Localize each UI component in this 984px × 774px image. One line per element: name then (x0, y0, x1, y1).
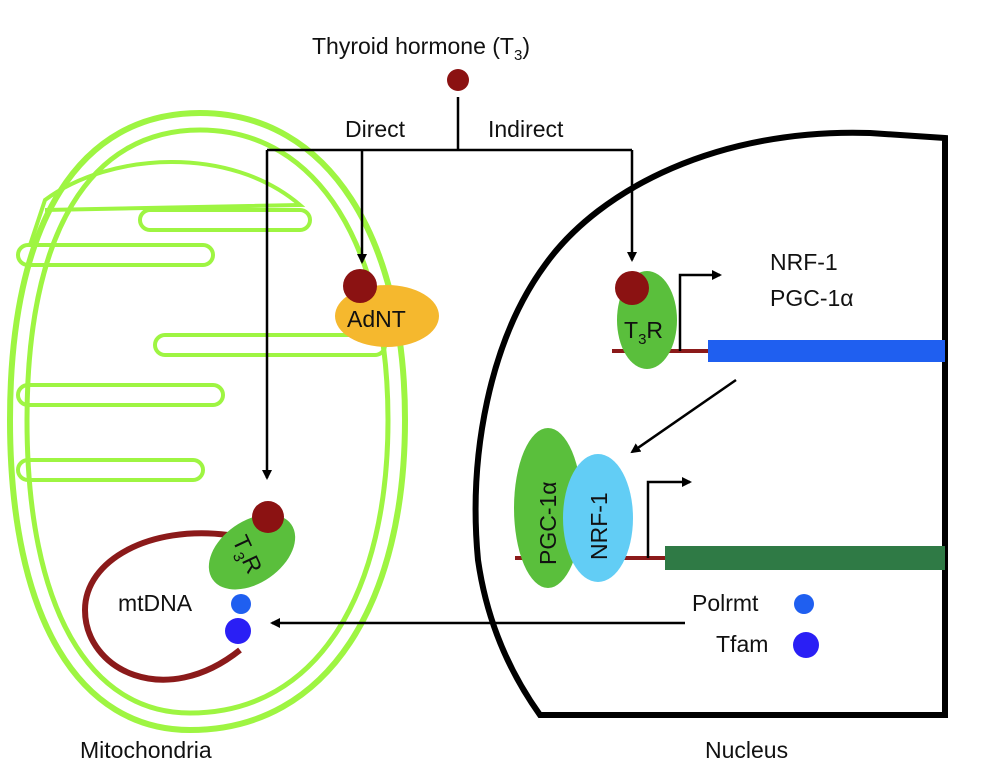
pgc1a-coactivator (514, 428, 582, 588)
crista (28, 160, 306, 246)
arrow-gene-products (630, 378, 737, 454)
crista (16, 458, 205, 482)
mtdna-loop (81, 530, 242, 683)
caption-mitochondria: Mitochondria (80, 737, 212, 763)
complex-label-nrf1: NRF-1 (586, 492, 612, 560)
nucleus-envelope (472, 129, 948, 718)
mito-inner-membrane (24, 127, 391, 716)
mitochondrion (6, 109, 409, 734)
nuclear-receptor-label: T3R (624, 317, 663, 348)
mtdna-label: mtDNA (118, 590, 193, 616)
direct-label: Direct (345, 116, 406, 142)
nuclear-bound-hormone (615, 271, 649, 305)
tfam-dot (793, 632, 819, 658)
gene-bar-nrf1-pgc1a (708, 340, 945, 362)
adnt-bound-hormone (343, 269, 377, 303)
tfam-label: Tfam (716, 631, 768, 657)
complex-label-pgc1a: PGC-1α (535, 481, 561, 565)
polrmt-dot (794, 594, 814, 614)
polrmt-label: Polrmt (692, 590, 759, 616)
crista (16, 243, 215, 267)
gene-label-nrf1: NRF-1 (770, 249, 838, 275)
mito-outer-membrane (6, 109, 409, 734)
crista (138, 208, 312, 232)
crista (16, 383, 225, 407)
transcription-arrow-lower (646, 477, 692, 558)
mito-bound-hormone (252, 501, 284, 533)
mtdna-tfam-dot (225, 618, 251, 644)
indirect-label: Indirect (488, 116, 564, 142)
adnt-label: AdNT (347, 306, 406, 332)
gene-label-pgc1a: PGC-1α (770, 285, 854, 311)
nrf1-factor (563, 454, 633, 582)
mtdna-polrmt-dot (231, 594, 251, 614)
caption-nucleus: Nucleus (705, 737, 788, 763)
mito-t3-receptor (208, 514, 296, 590)
hormone-molecule (447, 69, 469, 91)
gene-bar-target (665, 546, 945, 570)
hormone-label: Thyroid hormone (T3) (312, 33, 530, 64)
signaling-branches (262, 97, 637, 480)
transcription-arrow-upper (678, 270, 722, 351)
